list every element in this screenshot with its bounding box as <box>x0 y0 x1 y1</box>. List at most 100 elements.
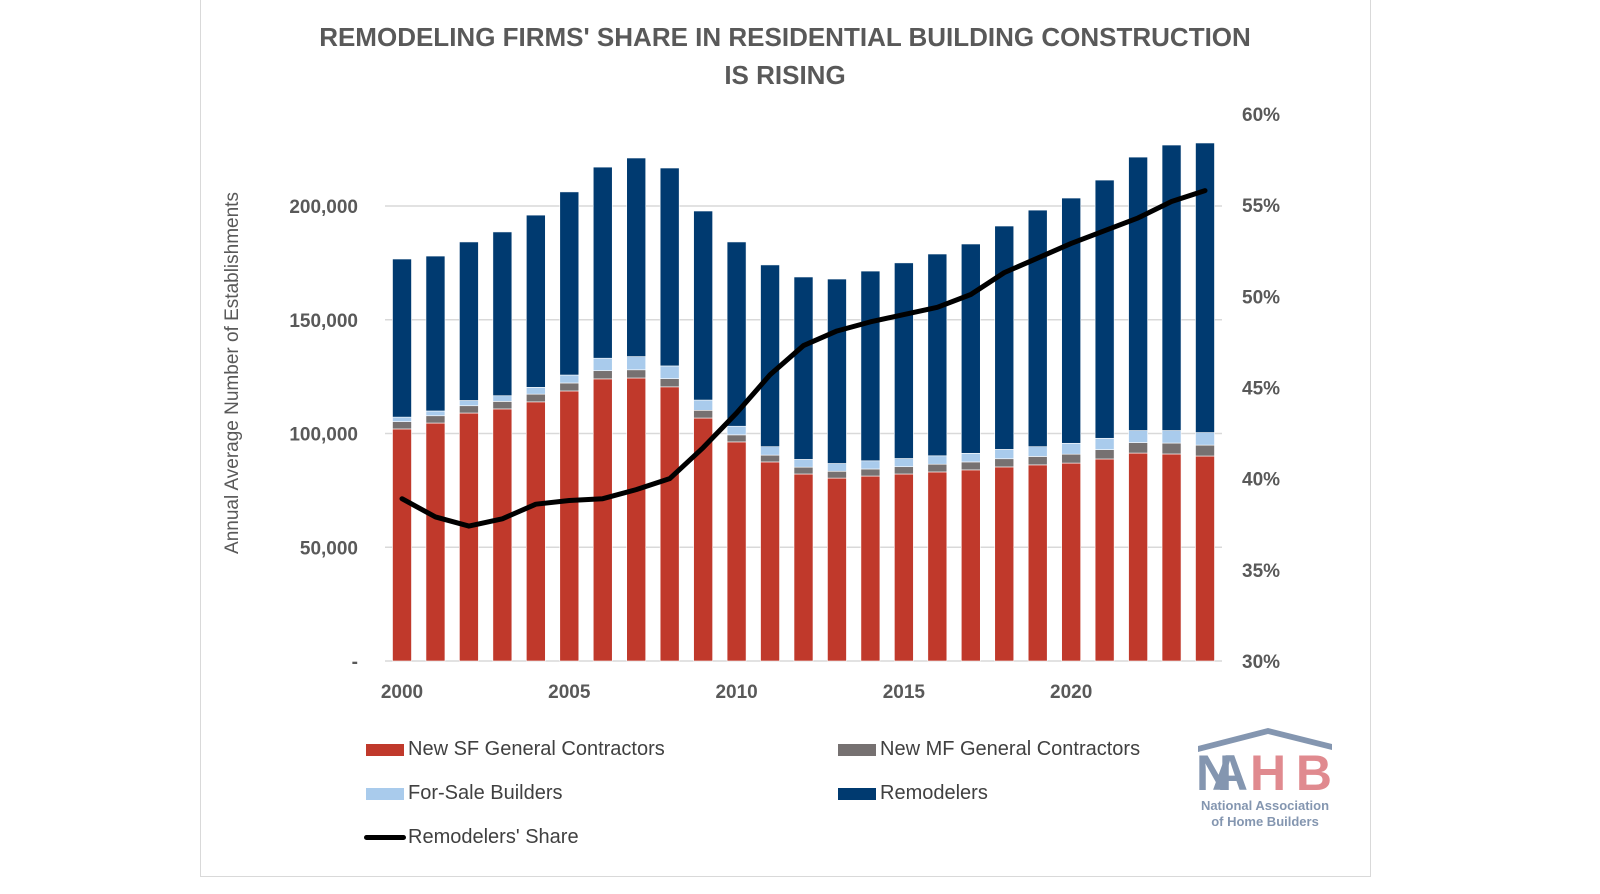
bar-segment-remodelers <box>1128 156 1148 431</box>
bar-segment-for-sale-builders <box>1094 437 1115 450</box>
bar-segment-new-mf-general-contractors <box>894 466 914 475</box>
bar-segment-new-sf-general-contractors <box>1128 452 1148 662</box>
bar-segment-new-mf-general-contractors <box>425 415 446 424</box>
bar-segment-remodelers <box>459 241 479 401</box>
legend-swatch <box>364 835 406 840</box>
bar-segment-new-mf-general-contractors <box>726 434 747 443</box>
bar-segment-remodelers <box>392 258 412 418</box>
bar-segment-remodelers <box>927 253 948 457</box>
x-tick-label: 2020 <box>1050 682 1092 703</box>
y2-tick-label: 60% <box>1242 105 1280 126</box>
remodelers-share-line <box>399 188 1208 529</box>
bar-segment-for-sale-builders <box>459 400 479 407</box>
nahb-logo: NA HB <box>1196 728 1332 801</box>
bars <box>392 142 1215 662</box>
bar-segment-new-sf-general-contractors <box>760 461 780 662</box>
bar-segment-for-sale-builders <box>927 455 948 465</box>
x-tick-label: 2010 <box>715 682 757 703</box>
bar-segment-new-mf-general-contractors <box>1061 453 1081 464</box>
bar-segment-new-mf-general-contractors <box>793 466 814 475</box>
bar-segment-for-sale-builders <box>592 357 613 372</box>
bar-segment-new-mf-general-contractors <box>927 463 948 473</box>
bar-segment-new-mf-general-contractors <box>526 393 546 403</box>
bar-segment-new-mf-general-contractors <box>492 401 513 410</box>
bar-segment-new-mf-general-contractors <box>760 454 780 463</box>
legend-item-share: Remodelers' Share <box>364 826 579 849</box>
x-tick-label: 2005 <box>548 682 591 703</box>
bar-segment-for-sale-builders <box>793 459 814 468</box>
bar-segment-remodelers <box>626 157 647 357</box>
bar-segment-remodelers <box>894 262 914 459</box>
bar-segment-remodelers <box>1195 142 1215 433</box>
legend-item-for-sale: For-Sale Builders <box>366 782 563 805</box>
bar-segment-new-mf-general-contractors <box>1027 456 1048 466</box>
bar-segment-for-sale-builders <box>1061 442 1081 455</box>
bar-segment-new-sf-general-contractors <box>1094 458 1115 662</box>
bar-segment-new-sf-general-contractors <box>425 422 446 662</box>
legend-swatch <box>838 787 876 800</box>
bar-segment-remodelers <box>659 167 680 367</box>
bar-segment-new-mf-general-contractors <box>392 421 412 430</box>
y-axis-label: Annual Average Number of Establishments <box>222 192 243 554</box>
bar-segment-remodelers <box>526 214 546 388</box>
bar-segment-new-mf-general-contractors <box>1195 444 1215 457</box>
bar-segment-for-sale-builders <box>1128 430 1148 443</box>
legend-swatch <box>366 787 404 800</box>
bar-segment-remodelers <box>726 241 747 427</box>
bar-segment-new-mf-general-contractors <box>994 458 1015 468</box>
x-tick-label: 2000 <box>381 682 423 703</box>
chart-title: REMODELING FIRMS' SHARE IN RESIDENTIAL B… <box>200 18 1370 94</box>
y-tick-label: - <box>352 652 358 673</box>
bar-segment-new-sf-general-contractors <box>793 473 814 662</box>
bar-segment-remodelers <box>1061 197 1081 444</box>
bar-segment-new-mf-general-contractors <box>1128 442 1148 454</box>
bar-segment-new-sf-general-contractors <box>1161 453 1182 662</box>
bar-segment-new-sf-general-contractors <box>559 390 580 662</box>
bar-segment-remodelers <box>592 166 613 359</box>
svg-text:HB: HB <box>1250 745 1332 801</box>
bar-segment-new-sf-general-contractors <box>659 386 680 662</box>
legend-label: Remodelers <box>880 782 988 804</box>
bar-segment-for-sale-builders <box>526 387 546 395</box>
bar-segment-remodelers <box>1027 209 1048 447</box>
y2-tick-label: 35% <box>1242 561 1280 582</box>
bar-segment-new-sf-general-contractors <box>626 377 647 662</box>
y2-tick-label: 45% <box>1242 379 1280 400</box>
bar-segment-remodelers <box>1094 179 1115 439</box>
share-line <box>399 188 1208 529</box>
bar-segment-for-sale-builders <box>726 425 747 436</box>
bar-segment-new-sf-general-contractors <box>927 471 948 662</box>
bar-segment-new-sf-general-contractors <box>1061 462 1081 662</box>
legend-label: New MF General Contractors <box>880 738 1141 760</box>
bar-segment-for-sale-builders <box>392 416 412 422</box>
bar-segment-for-sale-builders <box>659 365 680 379</box>
logo-subtitle-1: National Association <box>1200 798 1330 813</box>
bar-segment-for-sale-builders <box>1195 432 1215 446</box>
logo-subtitle-2: of Home Builders <box>1211 814 1319 829</box>
bar-segment-new-sf-general-contractors <box>592 378 613 662</box>
bar-segment-for-sale-builders <box>860 460 881 470</box>
bar-segment-remodelers <box>827 278 847 464</box>
legend-swatch <box>366 743 404 756</box>
bar-segment-new-mf-general-contractors <box>1094 449 1115 460</box>
bar-segment-new-mf-general-contractors <box>659 378 680 388</box>
bar-segment-for-sale-builders <box>827 463 847 472</box>
bar-segment-for-sale-builders <box>994 449 1015 460</box>
bar-segment-new-mf-general-contractors <box>459 405 479 414</box>
legend-swatch <box>838 743 876 756</box>
bar-segment-remodelers <box>793 276 814 460</box>
title-line-2: IS RISING <box>724 60 846 90</box>
bar-segment-new-sf-general-contractors <box>392 428 412 662</box>
y-tick-label: 200,000 <box>289 197 358 218</box>
svg-text:NA: NA <box>1196 745 1248 801</box>
bar-segment-for-sale-builders <box>559 374 580 384</box>
legend-item-new-sf: New SF General Contractors <box>366 738 665 761</box>
bar-segment-for-sale-builders <box>492 395 513 402</box>
bar-segment-remodelers <box>760 264 780 447</box>
bar-segment-for-sale-builders <box>1027 446 1048 457</box>
bar-segment-for-sale-builders <box>1161 430 1182 444</box>
y-tick-label: 150,000 <box>289 311 358 332</box>
bar-segment-new-sf-general-contractors <box>492 408 513 662</box>
bar-segment-remodelers <box>425 255 446 412</box>
